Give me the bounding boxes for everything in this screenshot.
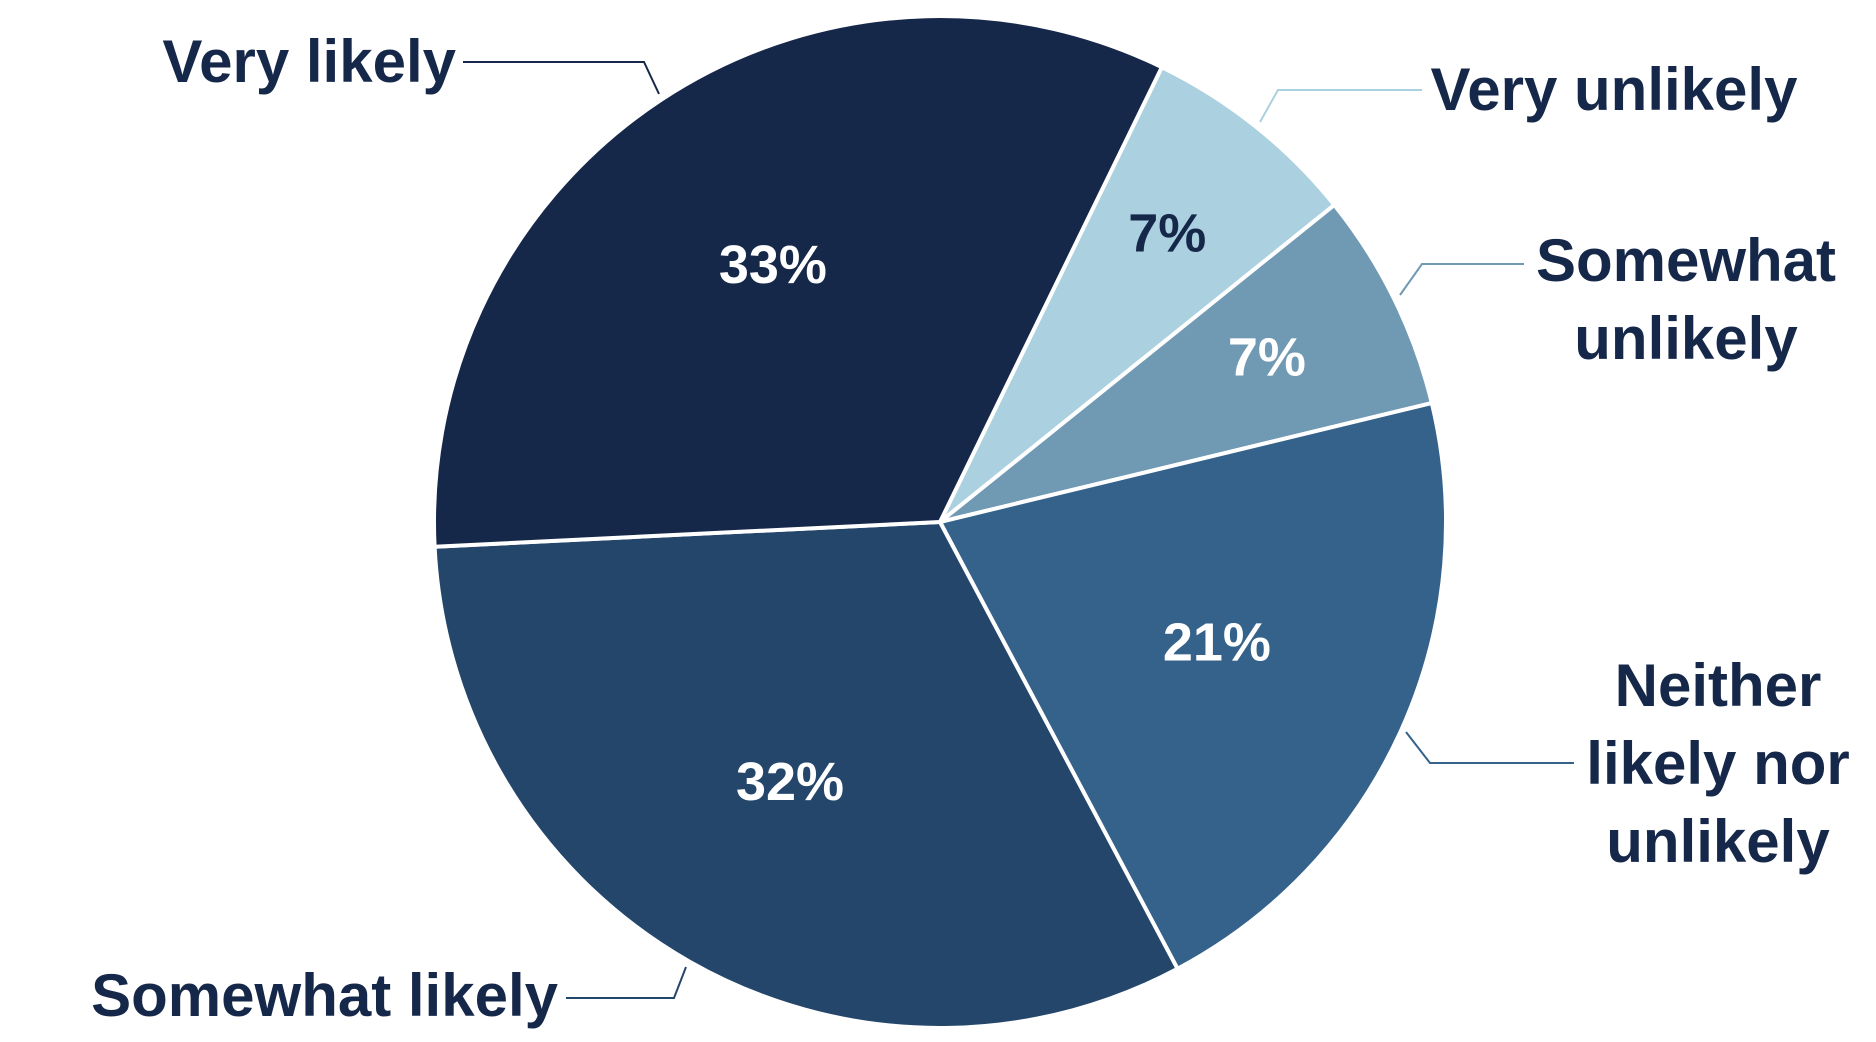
category-label: Neither likely nor unlikely [1586, 652, 1850, 875]
value-label: 33% [719, 235, 827, 295]
pie-slice [938, 64, 1338, 524]
leader-line [1259, 89, 1422, 123]
pie-slice [937, 400, 1448, 972]
value-label: 7% [1228, 327, 1306, 387]
pie-slice [432, 14, 1165, 549]
leader-line [463, 61, 660, 95]
category-label: Somewhat likely [91, 962, 558, 1029]
leader-line [1405, 731, 1574, 764]
value-label: 7% [1128, 204, 1206, 264]
category-label: Very unlikely [1430, 56, 1798, 123]
pie-slice [938, 202, 1435, 524]
pie-slice [432, 519, 1181, 1030]
category-label: Somewhat unlikely [1535, 227, 1837, 372]
leader-line [1399, 263, 1524, 296]
value-label: 32% [736, 752, 844, 812]
value-label: 21% [1163, 613, 1271, 673]
category-label: Very likely [162, 28, 456, 95]
leader-line [566, 966, 687, 999]
